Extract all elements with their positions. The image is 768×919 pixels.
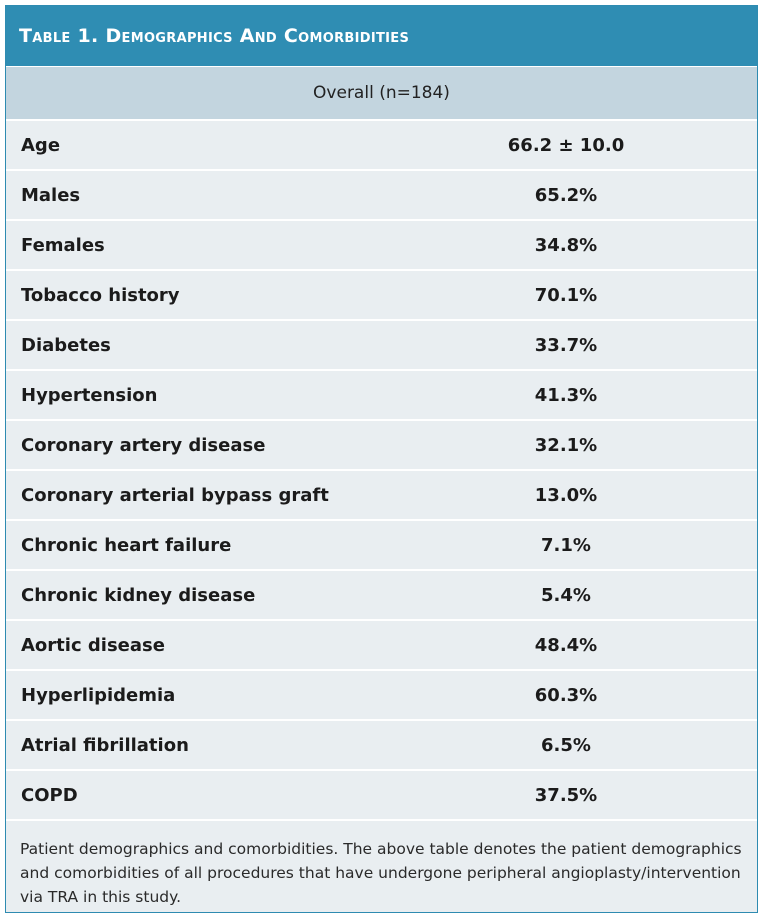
table-row: Males 65.2% <box>6 169 757 219</box>
table-row: COPD 37.5% <box>6 769 757 819</box>
table-title: Table 1. Demographics And Comorbidities <box>6 6 757 66</box>
row-value: 33.7% <box>534 334 598 356</box>
table-row: Chronic heart failure 7.1% <box>6 519 757 569</box>
table-row: Chronic kidney disease 5.4% <box>6 569 757 619</box>
row-value: 37.5% <box>534 784 598 806</box>
table-row: Tobacco history 70.1% <box>6 269 757 319</box>
row-label: Hyperlipidemia <box>21 684 176 706</box>
row-label: Aortic disease <box>21 634 165 656</box>
row-value: 70.1% <box>534 284 598 306</box>
table-row: Hypertension 41.3% <box>6 369 757 419</box>
table-title-text: Table 1. Demographics And Comorbidities <box>19 25 410 47</box>
row-label: Chronic heart failure <box>21 534 232 556</box>
row-label: Chronic kidney disease <box>21 584 256 606</box>
row-value: 65.2% <box>534 184 598 206</box>
table-caption: Patient demographics and comorbidities. … <box>6 819 757 919</box>
row-label: Atrial fibrillation <box>21 734 189 756</box>
column-header-text: Overall (n=184) <box>313 83 450 103</box>
row-value: 6.5% <box>541 734 591 756</box>
table-row: Aortic disease 48.4% <box>6 619 757 669</box>
row-value: 32.1% <box>534 434 598 456</box>
row-label: Males <box>21 184 81 206</box>
row-label: Hypertension <box>21 384 158 406</box>
table-row: Age 66.2 ± 10.0 <box>6 119 757 169</box>
row-value: 34.8% <box>534 234 598 256</box>
row-label: Age <box>21 134 61 156</box>
row-value: 60.3% <box>534 684 598 706</box>
table-container: Table 1. Demographics And Comorbidities … <box>5 5 758 913</box>
row-label: Coronary artery disease <box>21 434 266 456</box>
row-label: Females <box>21 234 105 256</box>
column-header: Overall (n=184) <box>6 66 757 119</box>
row-value: 13.0% <box>534 484 598 506</box>
row-value: 48.4% <box>534 634 598 656</box>
table-row: Coronary arterial bypass graft 13.0% <box>6 469 757 519</box>
row-value: 41.3% <box>534 384 598 406</box>
row-value: 5.4% <box>541 584 591 606</box>
table-row: Coronary artery disease 32.1% <box>6 419 757 469</box>
table-row: Atrial fibrillation 6.5% <box>6 719 757 769</box>
table-body: Age 66.2 ± 10.0 Males 65.2% Females 34.8% T… <box>6 119 757 819</box>
row-value: 66.2 ± 10.0 <box>507 134 625 156</box>
row-label: Coronary arterial bypass graft <box>21 484 329 506</box>
row-label: COPD <box>21 784 78 806</box>
row-value: 7.1% <box>541 534 591 556</box>
table-row: Hyperlipidemia 60.3% <box>6 669 757 719</box>
row-label: Tobacco history <box>21 284 180 306</box>
row-label: Diabetes <box>21 334 111 356</box>
table-row: Females 34.8% <box>6 219 757 269</box>
table-row: Diabetes 33.7% <box>6 319 757 369</box>
